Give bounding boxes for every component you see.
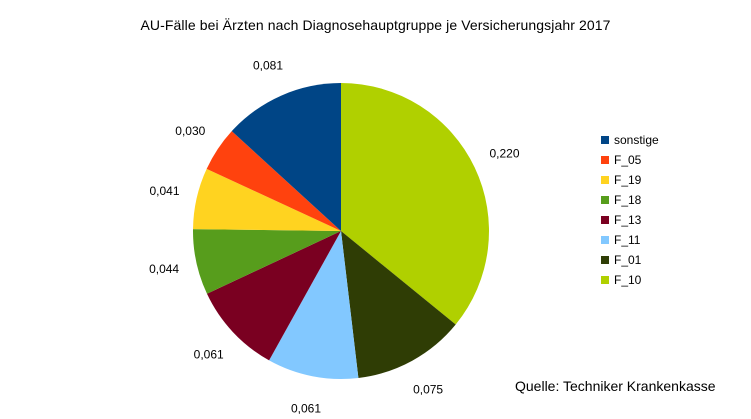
data-label-f-05: 0,030	[175, 124, 205, 138]
legend-label-f-11: F_11	[614, 233, 641, 247]
legend-item-f-05: F_05	[601, 150, 741, 170]
legend-swatch-sonstige	[601, 136, 609, 144]
pie-slice-f-13	[206, 231, 341, 361]
legend-item-f-10: F_10	[601, 270, 741, 290]
chart-title: AU-Fälle bei Ärzten nach Diagnosehauptgr…	[140, 17, 611, 33]
legend-swatch-f-11	[601, 236, 609, 244]
legend-swatch-f-01	[601, 256, 609, 264]
legend-swatch-f-10	[601, 276, 609, 284]
data-label-f-18: 0,044	[149, 262, 179, 276]
legend-label-f-10: F_10	[614, 273, 642, 287]
legend-label-sonstige: sonstige	[614, 133, 659, 147]
legend-label-f-01: F_01	[614, 253, 642, 267]
pie-slice-f-01	[341, 231, 456, 378]
legend-swatch-f-19	[601, 176, 609, 184]
legend-item-f-19: F_19	[601, 170, 741, 190]
pie-slice-sonstige	[231, 83, 341, 231]
data-label-f-13: 0,061	[194, 348, 224, 362]
legend-item-f-18: F_18	[601, 190, 741, 210]
pie-slice-f-11	[269, 231, 359, 379]
pie-slice-f-05	[206, 131, 341, 231]
data-label-f-10: 0,220	[489, 146, 519, 160]
legend-item-sonstige: sonstige	[601, 130, 741, 150]
legend-swatch-f-13	[601, 216, 609, 224]
data-label-f-11: 0,061	[291, 402, 321, 416]
data-label-f-19: 0,041	[149, 184, 179, 198]
legend: sonstige F_05 F_19 F_18 F_13 F_11 F_01 F_10	[601, 130, 741, 290]
pie-slice-f-10	[341, 83, 489, 325]
legend-item-f-01: F_01	[601, 250, 741, 270]
legend-label-f-19: F_19	[614, 173, 642, 187]
legend-item-f-13: F_13	[601, 210, 741, 230]
source-note: Quelle: Techniker Krankenkasse	[515, 378, 716, 394]
legend-label-f-05: F_05	[614, 153, 642, 167]
legend-label-f-18: F_18	[614, 193, 642, 207]
pie-slice-f-18	[192, 229, 341, 294]
legend-swatch-f-05	[601, 156, 609, 164]
data-label-sonstige: 0,081	[253, 58, 283, 72]
legend-swatch-f-18	[601, 196, 609, 204]
legend-item-f-11: F_11	[601, 230, 741, 250]
legend-label-f-13: F_13	[614, 213, 642, 227]
data-label-f-01: 0,075	[413, 383, 443, 397]
pie-slice-f-19	[193, 168, 341, 231]
